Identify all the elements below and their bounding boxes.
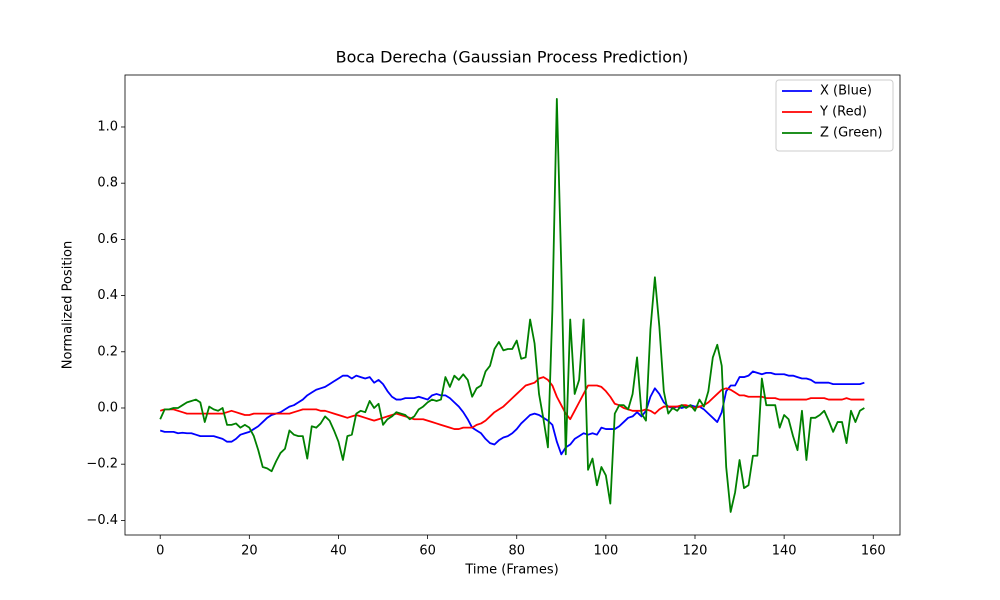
x-tick-label: 20	[241, 544, 258, 559]
data-line	[159, 97, 865, 513]
data-line	[159, 376, 865, 430]
legend-label: X (Blue)	[820, 84, 872, 99]
y-tick-label: 0.0	[97, 400, 118, 415]
x-tick-label: 120	[683, 544, 708, 559]
y-tick-label: 0.8	[97, 176, 118, 191]
x-tick-label: 160	[861, 544, 886, 559]
y-tick-label: −0.2	[86, 457, 118, 472]
x-tick-label: 40	[330, 544, 347, 559]
x-tick-label: 100	[593, 544, 618, 559]
legend-label: Z (Green)	[820, 126, 883, 141]
legend-label: Y (Red)	[819, 105, 867, 120]
x-tick-label: 140	[772, 544, 797, 559]
x-tick-label: 80	[508, 544, 525, 559]
y-tick-label: −0.4	[86, 513, 118, 528]
chart-title: Boca Derecha (Gaussian Process Predictio…	[336, 48, 689, 67]
y-tick-label: 1.0	[97, 119, 118, 134]
y-tick-label: 0.4	[97, 288, 118, 303]
x-tick-label: 60	[419, 544, 436, 559]
x-axis-label: Time (Frames)	[464, 563, 558, 578]
y-tick-label: 0.6	[97, 232, 118, 247]
y-tick-label: 0.2	[97, 344, 118, 359]
plot-frame	[124, 74, 901, 536]
x-tick-label: 0	[156, 544, 164, 559]
y-axis-label: Normalized Position	[61, 241, 76, 369]
